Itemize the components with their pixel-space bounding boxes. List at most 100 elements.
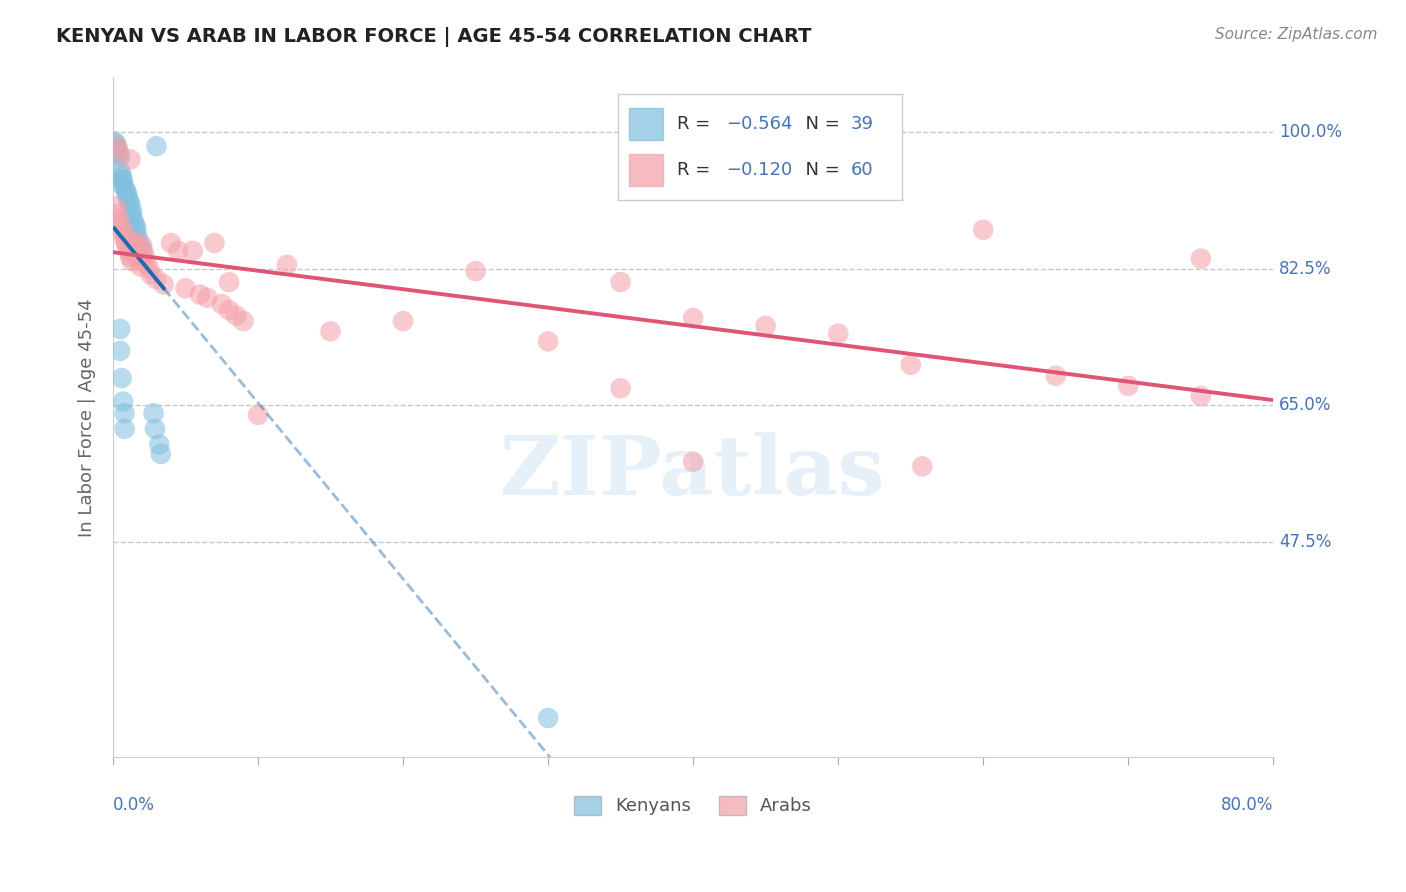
Point <box>112 227 135 241</box>
Point <box>218 275 240 289</box>
Point <box>111 371 134 385</box>
Point <box>188 287 211 301</box>
Point <box>972 223 994 237</box>
Point <box>131 244 153 258</box>
Point <box>1116 379 1139 393</box>
Point <box>120 153 142 167</box>
Point <box>276 258 298 272</box>
Point <box>125 244 148 258</box>
Point <box>181 244 204 258</box>
Point <box>319 324 342 338</box>
Text: 80.0%: 80.0% <box>1220 796 1274 814</box>
Point <box>108 322 131 336</box>
Point <box>246 408 269 422</box>
Text: 65.0%: 65.0% <box>1279 396 1331 415</box>
Point <box>112 173 135 187</box>
Point <box>107 212 129 227</box>
Point <box>232 314 254 328</box>
Point <box>111 222 134 236</box>
Text: ZIPatlas: ZIPatlas <box>501 432 886 511</box>
Point <box>148 437 170 451</box>
Point <box>104 145 127 159</box>
Point <box>145 139 167 153</box>
Point <box>122 233 145 247</box>
Point <box>120 197 142 211</box>
Point <box>537 334 560 349</box>
Point <box>225 309 247 323</box>
Point <box>108 164 131 178</box>
Point <box>127 248 149 262</box>
Point <box>115 184 138 198</box>
Point <box>204 235 226 250</box>
Point <box>755 318 778 333</box>
Point <box>129 241 152 255</box>
Point <box>104 136 127 151</box>
Point <box>135 256 157 270</box>
Point <box>537 711 560 725</box>
Point <box>112 394 135 409</box>
Point <box>464 264 486 278</box>
Point <box>108 217 131 231</box>
Legend: Kenyans, Arabs: Kenyans, Arabs <box>567 789 820 822</box>
Point <box>134 250 156 264</box>
Point <box>108 343 131 358</box>
Point <box>122 212 145 227</box>
Text: 100.0%: 100.0% <box>1279 123 1343 141</box>
Point <box>128 254 150 268</box>
Point <box>138 261 160 276</box>
Point <box>139 267 162 281</box>
Point <box>827 326 849 341</box>
Point <box>114 181 136 195</box>
Text: Source: ZipAtlas.com: Source: ZipAtlas.com <box>1215 27 1378 42</box>
Point <box>143 422 166 436</box>
Point <box>117 241 139 255</box>
Point <box>609 275 631 289</box>
Point <box>174 281 197 295</box>
Point <box>131 237 153 252</box>
Point <box>121 203 143 218</box>
Point <box>1045 368 1067 383</box>
Point <box>125 225 148 239</box>
Point <box>392 314 415 328</box>
Point <box>900 358 922 372</box>
Point <box>124 217 146 231</box>
Point <box>195 291 218 305</box>
Point <box>125 220 148 235</box>
Point <box>105 142 128 156</box>
Point <box>218 303 240 318</box>
Point <box>682 311 704 326</box>
Point <box>103 135 125 149</box>
Point <box>145 272 167 286</box>
Point <box>105 207 128 221</box>
Point <box>117 191 139 205</box>
Point <box>118 245 141 260</box>
Point <box>114 233 136 247</box>
Point <box>120 250 142 264</box>
Point <box>107 145 129 159</box>
Point <box>111 168 134 182</box>
Point <box>124 237 146 252</box>
Point <box>129 260 152 274</box>
Point <box>114 422 136 436</box>
Point <box>911 459 934 474</box>
Point <box>105 139 128 153</box>
Point <box>118 194 141 208</box>
Point <box>132 244 155 258</box>
Text: 47.5%: 47.5% <box>1279 533 1331 551</box>
Point <box>160 235 183 250</box>
Point <box>111 172 134 186</box>
Point <box>117 187 139 202</box>
Point <box>114 406 136 420</box>
Point <box>167 244 190 258</box>
Text: 82.5%: 82.5% <box>1279 260 1331 277</box>
Point <box>211 297 233 311</box>
Point <box>1189 252 1212 266</box>
Point <box>609 381 631 395</box>
Point <box>115 235 138 250</box>
Point <box>112 178 135 193</box>
Point <box>104 199 127 213</box>
Point <box>1189 389 1212 403</box>
Text: KENYAN VS ARAB IN LABOR FORCE | AGE 45-54 CORRELATION CHART: KENYAN VS ARAB IN LABOR FORCE | AGE 45-5… <box>56 27 811 46</box>
Point <box>128 235 150 250</box>
Y-axis label: In Labor Force | Age 45-54: In Labor Force | Age 45-54 <box>79 298 96 536</box>
